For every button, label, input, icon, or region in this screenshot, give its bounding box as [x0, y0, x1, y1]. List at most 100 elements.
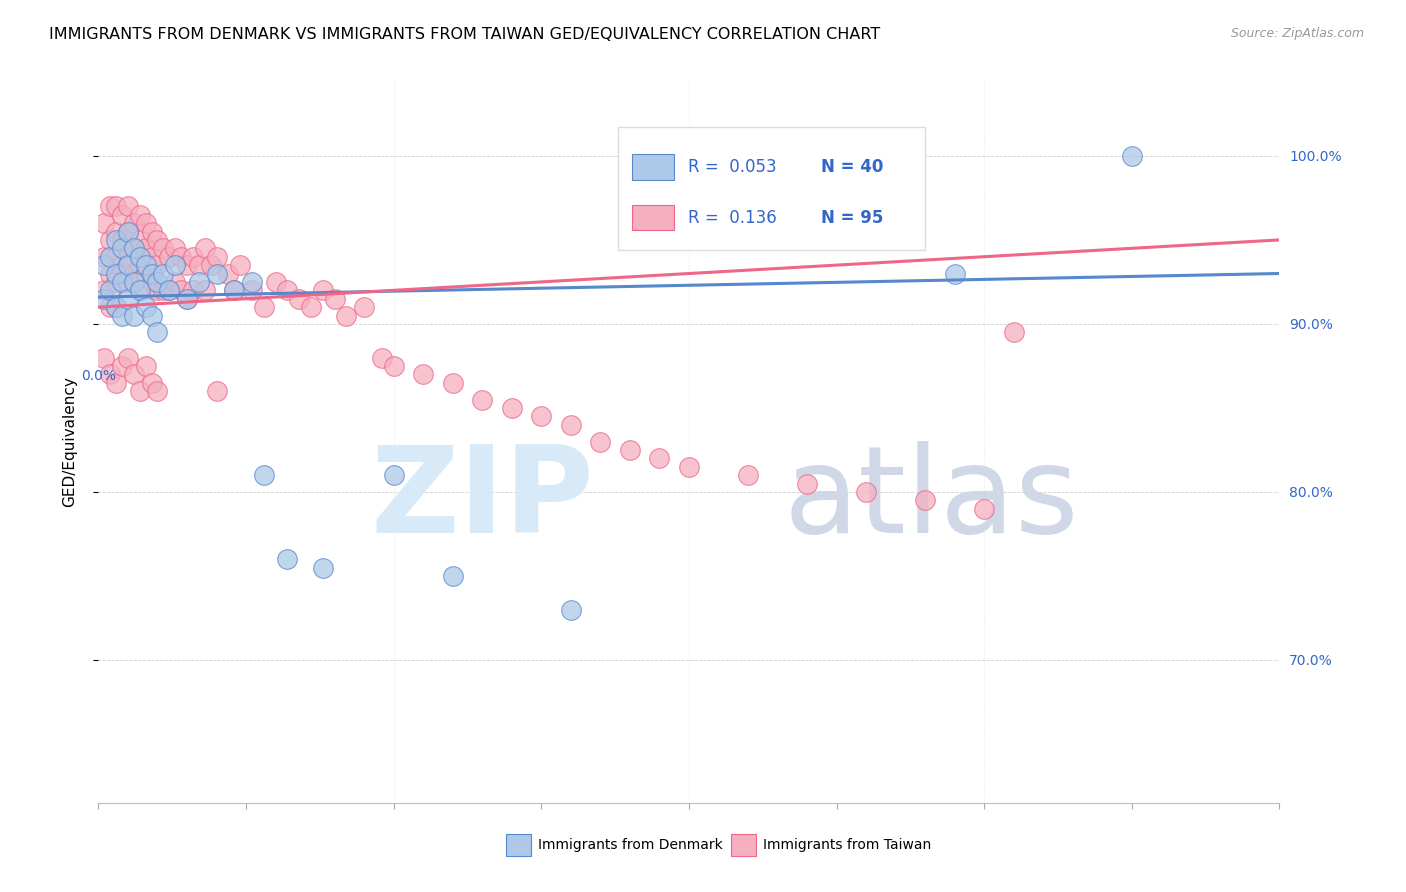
Point [312, 283, 335, 297]
Point [122, 275, 145, 289]
Text: N = 95: N = 95 [821, 209, 883, 227]
Point [93, 351, 115, 365]
Point [217, 267, 239, 281]
Point [105, 376, 128, 390]
Point [152, 283, 174, 297]
Text: 0.0%: 0.0% [82, 369, 115, 384]
Point [122, 368, 145, 382]
Point [128, 258, 150, 272]
Point [560, 602, 582, 616]
Point [796, 476, 818, 491]
Point [111, 309, 134, 323]
Point [146, 283, 169, 297]
Point [105, 250, 128, 264]
Point [98, 233, 121, 247]
Bar [731, 834, 756, 856]
Point [135, 267, 157, 281]
Point [135, 241, 157, 255]
Point [176, 292, 198, 306]
Point [128, 233, 150, 247]
Point [117, 225, 139, 239]
Point [855, 485, 877, 500]
Point [240, 275, 263, 289]
Point [117, 351, 139, 365]
Point [98, 283, 121, 297]
Point [157, 283, 180, 297]
Point [117, 199, 139, 213]
Point [264, 275, 287, 289]
Point [98, 250, 121, 264]
Text: ZIP: ZIP [371, 441, 595, 558]
Point [152, 241, 174, 255]
Point [165, 275, 187, 289]
Point [105, 225, 128, 239]
Bar [506, 834, 531, 856]
Point [111, 208, 134, 222]
Point [105, 199, 128, 213]
Point [146, 275, 169, 289]
Point [194, 241, 217, 255]
Bar [633, 154, 673, 179]
Point [353, 300, 375, 314]
Point [170, 283, 193, 297]
Point [141, 309, 163, 323]
Point [471, 392, 494, 407]
Point [146, 258, 169, 272]
Point [530, 409, 553, 424]
Text: Immigrants from Taiwan: Immigrants from Taiwan [763, 838, 932, 852]
Point [973, 501, 995, 516]
Point [111, 258, 134, 272]
Point [141, 250, 163, 264]
Point [187, 258, 209, 272]
Point [205, 384, 228, 398]
Point [117, 275, 139, 289]
Point [200, 258, 222, 272]
Bar [633, 205, 673, 230]
Point [122, 267, 145, 281]
Point [93, 292, 115, 306]
Point [105, 267, 128, 281]
Point [205, 250, 228, 264]
Point [122, 241, 145, 255]
Point [117, 258, 139, 272]
Point [152, 267, 174, 281]
Point [382, 359, 405, 373]
Point [105, 300, 128, 314]
Point [371, 351, 394, 365]
Point [93, 250, 115, 264]
Text: atlas: atlas [783, 441, 1078, 558]
Point [678, 459, 700, 474]
Point [98, 368, 121, 382]
Point [914, 493, 936, 508]
Point [224, 283, 246, 297]
Point [441, 376, 464, 390]
Point [737, 468, 759, 483]
Point [441, 569, 464, 583]
Point [589, 434, 612, 449]
Point [117, 292, 139, 306]
Point [117, 250, 139, 264]
Point [253, 468, 276, 483]
Point [93, 216, 115, 230]
Point [412, 368, 434, 382]
Point [229, 258, 252, 272]
Point [93, 283, 115, 297]
Text: R =  0.136: R = 0.136 [688, 209, 776, 227]
Point [135, 216, 157, 230]
Y-axis label: GED/Equivalency: GED/Equivalency [63, 376, 77, 507]
Point [170, 250, 193, 264]
Point [253, 300, 276, 314]
Point [128, 208, 150, 222]
Point [128, 283, 150, 297]
Point [122, 241, 145, 255]
Point [205, 267, 228, 281]
Point [619, 442, 641, 457]
Point [105, 233, 128, 247]
Point [146, 326, 169, 340]
Point [187, 275, 209, 289]
Point [312, 560, 335, 574]
Text: N = 40: N = 40 [821, 158, 883, 176]
Point [105, 300, 128, 314]
Point [135, 359, 157, 373]
Point [194, 283, 217, 297]
